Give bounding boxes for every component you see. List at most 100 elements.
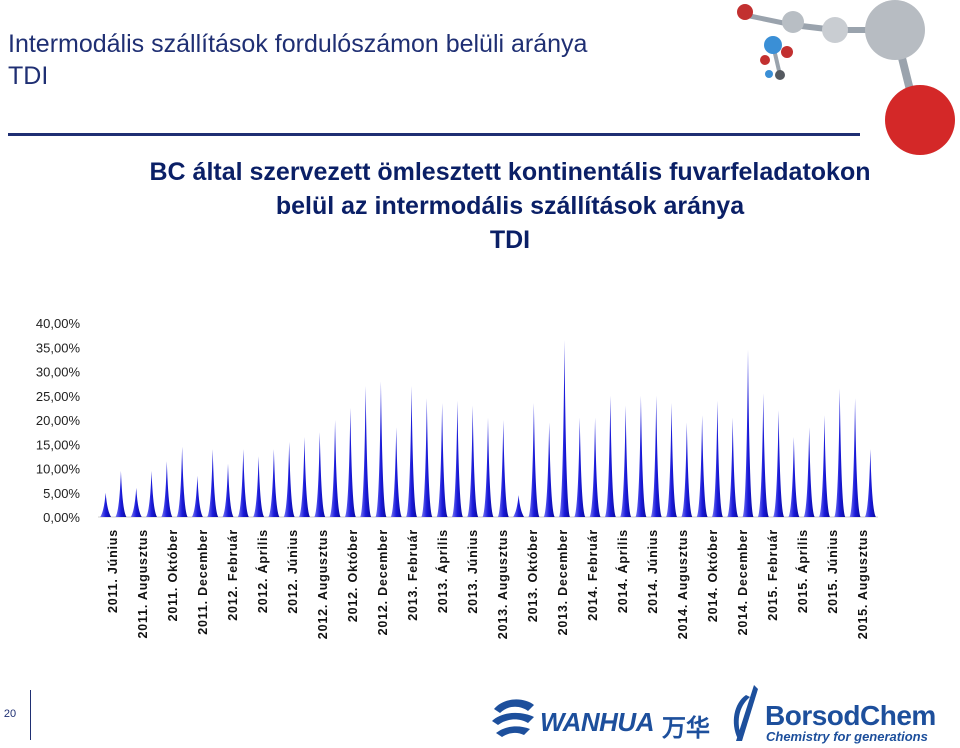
data-spike (528, 403, 540, 517)
data-spike (191, 475, 203, 517)
data-spike (100, 492, 112, 517)
y-tick-label: 30,00% (36, 365, 81, 380)
data-spike (574, 417, 586, 517)
data-spike (803, 427, 815, 517)
data-spike (666, 403, 678, 517)
x-tick-label: 2011. December (196, 529, 210, 635)
x-tick-label: 2011. Augusztus (136, 529, 150, 639)
data-spike (314, 432, 326, 517)
data-spike (130, 487, 142, 517)
x-tick-label: 2013. Február (406, 529, 420, 621)
data-spike (742, 349, 754, 517)
data-spike (360, 386, 372, 517)
data-spike (390, 427, 402, 517)
data-spike (635, 395, 647, 517)
x-tick-label: 2013. December (556, 529, 570, 635)
borsodchem-logo-text: BorsodChem (765, 700, 936, 731)
x-tick-label: 2012. Április (255, 529, 270, 613)
data-spike (773, 410, 785, 517)
data-spike (589, 417, 601, 517)
chart-area: 40,00% 35,00% 30,00% 25,00% 20,00% 15,00% 10,0… (36, 316, 878, 639)
wanhua-logo-icon (492, 699, 534, 737)
data-spike (834, 388, 846, 517)
data-spike (406, 386, 418, 517)
chart-title-text: BC által szervezett ömlesztett kontinent… (149, 158, 871, 220)
data-spike (421, 398, 433, 517)
data-spike (650, 395, 662, 517)
borsodchem-logo-icon (733, 685, 758, 741)
y-tick-label: 0,00% (43, 510, 80, 525)
x-tick-label: 2012. Augusztus (316, 529, 330, 639)
data-spike (864, 449, 876, 517)
data-spike (543, 422, 555, 517)
data-spike (681, 422, 693, 517)
x-tick-label: 2014. Február (586, 529, 600, 621)
data-spike (237, 449, 249, 517)
y-tick-label: 35,00% (36, 340, 81, 355)
data-spike (146, 470, 158, 517)
borsodchem-tagline: Chemistry for generations (766, 729, 928, 744)
x-tick-label: 2015. Február (766, 529, 780, 621)
x-tick-label: 2014. December (736, 529, 750, 635)
data-spike (558, 339, 570, 517)
data-spike (436, 403, 448, 517)
wanhua-logo-text: WANHUA (540, 707, 655, 737)
y-tick-label: 5,00% (43, 486, 80, 501)
y-tick-label: 20,00% (36, 413, 81, 428)
molecule-illustration (737, 0, 955, 155)
data-spike (620, 405, 632, 517)
data-spike (711, 400, 723, 517)
data-spike (788, 436, 800, 517)
data-spike (757, 393, 769, 517)
chart-subtitle: TDI (489, 226, 531, 254)
data-spike (344, 407, 356, 517)
x-tick-label: 2013. Június (466, 529, 480, 614)
chart-title: BC által szervezett ömlesztett kontinent… (130, 155, 890, 257)
title-divider (8, 133, 860, 136)
data-spike (696, 415, 708, 517)
data-spike (604, 395, 616, 517)
x-tick-label: 2015. Augusztus (856, 529, 870, 639)
x-tick-label: 2014. Június (646, 529, 660, 614)
data-spike (283, 441, 295, 517)
x-tick-label: 2011. Október (166, 529, 180, 621)
y-tick-label: 15,00% (36, 437, 81, 452)
data-spike (513, 495, 525, 517)
data-spike (298, 436, 310, 517)
data-spike (451, 400, 463, 517)
x-tick-label: 2015. Június (826, 529, 840, 614)
x-tick-label: 2014. Október (706, 529, 720, 622)
data-spike (207, 449, 219, 517)
x-tick-label: 2015. Április (795, 529, 810, 613)
data-spike (222, 463, 234, 517)
y-tick-label: 25,00% (36, 389, 81, 404)
data-spike (818, 415, 830, 517)
data-spike (482, 417, 494, 517)
x-tick-label: 2014. Augusztus (676, 529, 690, 639)
slide-title-line1: Intermodális szállítások fordulószámon b… (8, 30, 588, 58)
data-spike (161, 461, 173, 517)
x-tick-label: 2013. Augusztus (496, 529, 510, 639)
y-tick-label: 10,00% (36, 462, 81, 477)
x-tick-label: 2012. Június (286, 529, 300, 614)
x-tick-label: 2013. Október (526, 529, 540, 622)
page-number-divider (30, 690, 31, 740)
data-spike (727, 417, 739, 517)
page-number: 20 (3, 708, 17, 720)
data-spike (253, 456, 265, 517)
data-spike (329, 420, 341, 517)
data-spike (467, 405, 479, 517)
data-spike (497, 420, 509, 517)
data-spike (268, 449, 280, 517)
x-tick-label: 2013. Április (435, 529, 450, 613)
data-spike (849, 398, 861, 517)
x-tick-label: 2012. December (376, 529, 390, 635)
x-tick-label: 2012. Október (346, 529, 360, 622)
data-spike (115, 470, 127, 517)
data-spike (176, 446, 188, 517)
data-spike (375, 381, 387, 517)
x-tick-label: 2011. Június (106, 529, 120, 613)
y-tick-label: 40,00% (36, 316, 81, 331)
x-tick-label: 2014. Április (615, 529, 630, 613)
slide-title-line2: TDI (8, 62, 49, 90)
